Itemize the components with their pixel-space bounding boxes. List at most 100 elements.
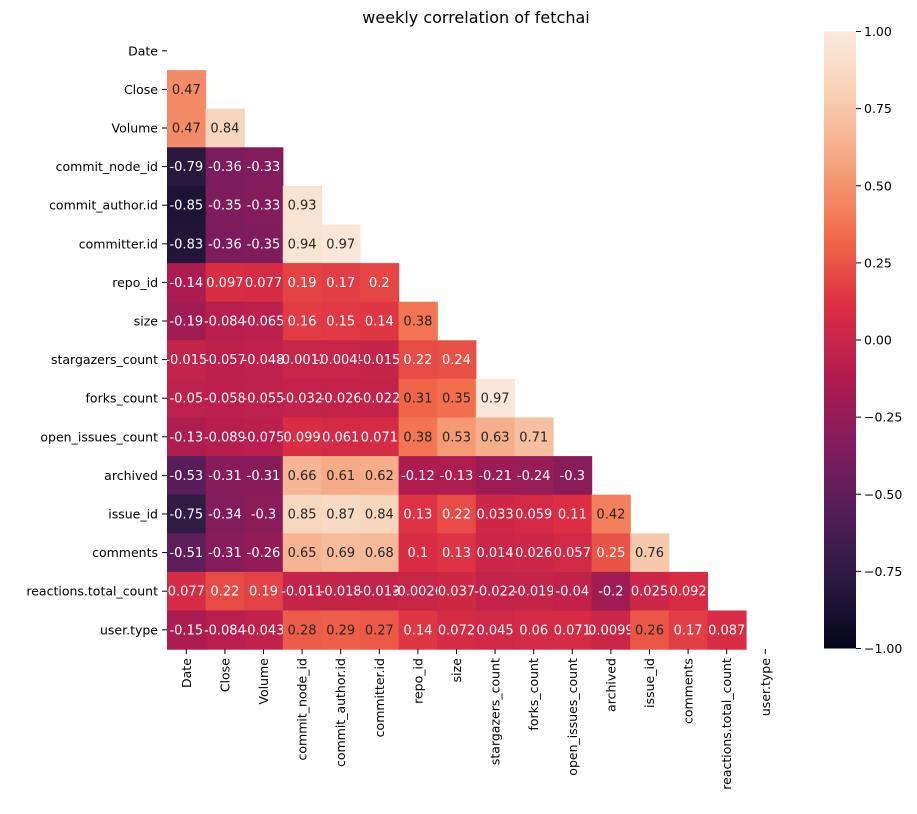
cell-value-label: -0.3 bbox=[560, 469, 585, 484]
cell-value-label: 0.1 bbox=[408, 546, 429, 561]
heatmap-cell bbox=[244, 263, 284, 303]
heatmap-cell bbox=[630, 610, 670, 650]
cell-value-label: -0.057 bbox=[204, 353, 246, 368]
heatmap-cell bbox=[553, 494, 593, 534]
colorbar: 1.00 0.75 0.50 0.25 0.00 −0.25 −0.50 −0.75 −1.00 bbox=[824, 24, 902, 656]
cell-value-label: -0.05 bbox=[169, 392, 203, 407]
heatmap-cell bbox=[321, 533, 361, 573]
heatmap-cell bbox=[321, 301, 361, 341]
cell-value-label: 0.66 bbox=[288, 469, 317, 484]
cell-value-label: -0.048 bbox=[243, 353, 285, 368]
heatmap-cell bbox=[360, 378, 400, 419]
heatmap-cell bbox=[282, 610, 322, 650]
cell-value-label: 0.19 bbox=[249, 585, 278, 600]
heatmap-cell bbox=[205, 610, 245, 650]
heatmap-cell bbox=[360, 494, 400, 534]
heatmap-cell bbox=[475, 378, 515, 419]
heatmap-cell bbox=[205, 533, 245, 573]
heatmap-cell bbox=[282, 378, 322, 419]
x-tick-label: open_issues_count bbox=[565, 658, 580, 776]
x-tick-label: reactions.total_count bbox=[719, 658, 734, 790]
heatmap-cell bbox=[205, 301, 245, 341]
cell-value-label: -0.33 bbox=[247, 199, 281, 214]
x-tick-label: issue_id bbox=[642, 658, 657, 708]
cell-value-label: 0.097 bbox=[206, 276, 243, 291]
cell-value-label: 0.13 bbox=[442, 546, 471, 561]
heatmap-cell bbox=[167, 108, 207, 148]
colorbar-tick-label: −0.75 bbox=[864, 564, 902, 579]
cell-value-label: 0.057 bbox=[554, 546, 591, 561]
cell-value-label: -0.34 bbox=[208, 508, 242, 523]
cell-value-label: 0.033 bbox=[476, 508, 513, 523]
heatmap-cell bbox=[437, 610, 477, 650]
cell-value-label: 0.28 bbox=[288, 623, 317, 638]
heatmap-cell bbox=[437, 456, 477, 496]
cell-value-label: 0.16 bbox=[288, 315, 317, 330]
heatmap-cell bbox=[398, 301, 438, 341]
heatmap-cell bbox=[475, 456, 515, 496]
cell-value-label: 0.22 bbox=[210, 585, 239, 600]
heatmap-cell bbox=[475, 610, 515, 650]
x-tick-label: comments bbox=[681, 658, 696, 724]
heatmap-cell bbox=[244, 301, 284, 341]
heatmap-cell bbox=[282, 301, 322, 341]
colorbar-tick-label: 0.50 bbox=[864, 178, 892, 193]
cell-value-label: 0.071 bbox=[361, 430, 398, 445]
cell-value-label: 0.099 bbox=[283, 430, 320, 445]
cell-value-label: 0.35 bbox=[442, 392, 471, 407]
heatmap-cell bbox=[282, 571, 322, 612]
cell-value-label: 0.61 bbox=[326, 469, 355, 484]
heatmap-cell bbox=[244, 533, 284, 573]
cell-value-label: 0.63 bbox=[481, 430, 510, 445]
heatmap-cell bbox=[282, 185, 322, 226]
x-tick-label: Volume bbox=[256, 658, 271, 705]
heatmap-cell bbox=[398, 610, 438, 650]
heatmap-cell bbox=[398, 340, 438, 380]
heatmap-cell bbox=[282, 340, 322, 380]
heatmap-cell bbox=[205, 108, 245, 148]
colorbar-tick-label: −0.50 bbox=[864, 487, 902, 502]
heatmap-cell bbox=[205, 417, 245, 457]
cell-value-label: 0.15 bbox=[326, 315, 355, 330]
heatmap-cell bbox=[360, 301, 400, 341]
heatmap-cell bbox=[360, 456, 400, 496]
cell-value-label: 0.17 bbox=[674, 623, 703, 638]
heatmap-cell bbox=[321, 571, 361, 612]
heatmap-cell bbox=[398, 494, 438, 534]
heatmap-cell bbox=[167, 378, 207, 419]
cell-value-label: -0.83 bbox=[169, 237, 203, 252]
heatmap-cell bbox=[514, 571, 554, 612]
heatmap-cell bbox=[514, 610, 554, 650]
heatmap-cell bbox=[244, 571, 284, 612]
colorbar-tick-label: 0.25 bbox=[864, 255, 892, 270]
cell-value-label: 0.84 bbox=[210, 122, 239, 137]
heatmap-cell bbox=[167, 494, 207, 534]
heatmap-cell bbox=[668, 610, 708, 650]
heatmap-cell bbox=[244, 417, 284, 457]
heatmap-cell bbox=[398, 456, 438, 496]
heatmap-cell bbox=[591, 533, 631, 573]
heatmap-cell bbox=[668, 571, 708, 612]
heatmap-cell bbox=[360, 263, 400, 303]
cell-value-label: 0.071 bbox=[554, 623, 591, 638]
cell-value-label: -0.31 bbox=[247, 469, 281, 484]
cell-value-label: -0.058 bbox=[204, 392, 246, 407]
cell-value-label: -0.36 bbox=[208, 237, 242, 252]
cell-value-label: 0.077 bbox=[245, 276, 282, 291]
y-tick-label: forks_count bbox=[86, 391, 159, 406]
cell-value-label: 0.38 bbox=[403, 315, 432, 330]
heatmap-cell bbox=[514, 417, 554, 457]
cell-value-label: 0.13 bbox=[403, 508, 432, 523]
chart-title: weekly correlation of fetchai bbox=[362, 8, 589, 27]
cell-value-label: 0.87 bbox=[326, 508, 355, 523]
x-tick-label: commit_node_id bbox=[295, 658, 310, 760]
cell-value-label: 0.14 bbox=[365, 315, 394, 330]
heatmap-cell bbox=[475, 494, 515, 534]
cell-value-label: 0.47 bbox=[172, 83, 201, 98]
heatmap-cell bbox=[205, 147, 245, 187]
cell-value-label: 0.31 bbox=[403, 392, 432, 407]
y-tick-label: size bbox=[134, 314, 159, 329]
heatmap-cell bbox=[553, 571, 593, 612]
